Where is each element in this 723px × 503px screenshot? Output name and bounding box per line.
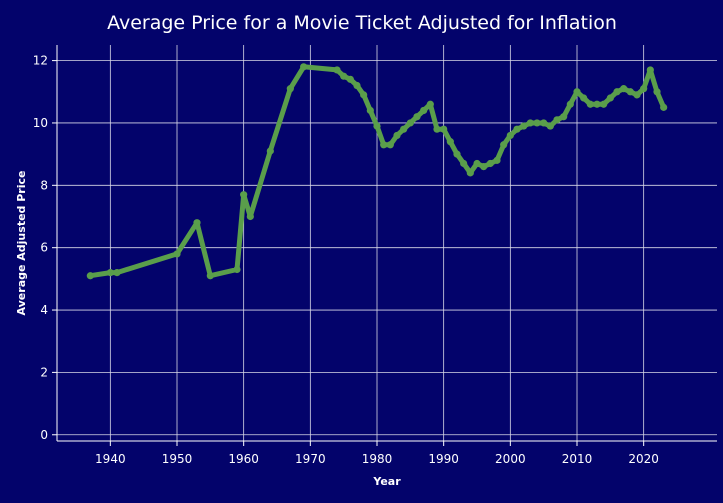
- data-point[interactable]: [533, 119, 541, 127]
- data-point[interactable]: [246, 212, 254, 221]
- data-point[interactable]: [660, 103, 668, 111]
- gridlines: [57, 45, 717, 441]
- data-point[interactable]: [633, 91, 641, 99]
- data-point[interactable]: [373, 122, 381, 130]
- data-point[interactable]: [640, 85, 648, 93]
- data-point[interactable]: [360, 91, 368, 99]
- data-point[interactable]: [493, 156, 501, 164]
- x-tick-label: 1950: [162, 452, 193, 466]
- data-point[interactable]: [113, 269, 121, 277]
- data-point[interactable]: [173, 250, 181, 258]
- data-point[interactable]: [366, 106, 374, 115]
- data-point[interactable]: [393, 131, 401, 140]
- data-point[interactable]: [206, 272, 214, 280]
- data-point[interactable]: [286, 85, 294, 93]
- y-tick-label: 6: [40, 241, 48, 255]
- data-point[interactable]: [506, 131, 514, 140]
- x-tick-label: 1960: [228, 452, 259, 466]
- data-point[interactable]: [500, 141, 508, 149]
- data-point[interactable]: [553, 116, 561, 124]
- data-point[interactable]: [473, 159, 481, 168]
- series-layer: [86, 63, 668, 280]
- data-point[interactable]: [566, 100, 574, 108]
- data-point[interactable]: [420, 106, 428, 115]
- data-point[interactable]: [546, 122, 554, 130]
- x-tick-label: 2020: [628, 452, 659, 466]
- data-point[interactable]: [573, 88, 581, 96]
- data-point[interactable]: [406, 119, 414, 127]
- y-tick-label: 10: [33, 116, 48, 130]
- data-point[interactable]: [466, 169, 474, 177]
- data-point[interactable]: [453, 150, 461, 158]
- y-axis-label: Average Adjusted Price: [15, 171, 28, 316]
- x-axis-ticks: 1940 1950 1960 1970 1980 1990 2000 2010 2020: [95, 441, 659, 466]
- data-point[interactable]: [346, 75, 354, 83]
- data-point[interactable]: [446, 138, 454, 146]
- data-point[interactable]: [646, 66, 654, 74]
- y-tick-label: 4: [40, 303, 48, 317]
- data-point[interactable]: [386, 141, 394, 149]
- data-point[interactable]: [653, 88, 661, 96]
- data-point[interactable]: [460, 159, 468, 168]
- data-point[interactable]: [353, 81, 361, 90]
- data-point[interactable]: [586, 100, 594, 108]
- data-point[interactable]: [400, 125, 408, 133]
- data-point[interactable]: [486, 159, 494, 168]
- data-point[interactable]: [440, 125, 448, 133]
- data-point[interactable]: [540, 119, 548, 127]
- y-tick-label: 0: [40, 428, 48, 442]
- y-tick-label: 2: [40, 365, 48, 379]
- data-point[interactable]: [380, 141, 388, 149]
- x-tick-label: 1980: [362, 452, 393, 466]
- data-point[interactable]: [193, 219, 201, 227]
- data-point[interactable]: [240, 191, 248, 199]
- y-tick-label: 8: [40, 178, 48, 192]
- data-point[interactable]: [340, 72, 348, 80]
- data-point[interactable]: [106, 269, 114, 277]
- data-point[interactable]: [426, 100, 434, 108]
- data-point[interactable]: [266, 147, 274, 155]
- x-tick-label: 1940: [95, 452, 126, 466]
- data-point[interactable]: [613, 88, 621, 96]
- data-point[interactable]: [620, 85, 628, 93]
- data-point[interactable]: [86, 272, 94, 280]
- data-point[interactable]: [333, 66, 341, 74]
- data-point[interactable]: [560, 113, 568, 121]
- data-point[interactable]: [580, 94, 588, 102]
- chart-title: Average Price for a Movie Ticket Adjuste…: [107, 12, 617, 34]
- data-point[interactable]: [520, 122, 528, 130]
- data-point[interactable]: [593, 100, 601, 108]
- data-point[interactable]: [600, 100, 608, 108]
- data-point[interactable]: [233, 265, 241, 274]
- x-tick-label: 2010: [562, 452, 593, 466]
- data-point[interactable]: [433, 125, 441, 133]
- x-tick-label: 1970: [295, 452, 326, 466]
- data-point[interactable]: [513, 125, 521, 133]
- x-tick-label: 2000: [495, 452, 526, 466]
- x-axis-label: Year: [372, 475, 401, 488]
- data-point[interactable]: [300, 63, 308, 71]
- data-point[interactable]: [480, 163, 488, 171]
- y-axis-ticks: 0 2 4 6 8 10 12: [33, 54, 57, 442]
- x-tick-label: 1990: [428, 452, 459, 466]
- y-tick-label: 12: [33, 54, 48, 68]
- data-point[interactable]: [526, 119, 534, 127]
- data-point[interactable]: [626, 88, 634, 96]
- data-point[interactable]: [413, 113, 421, 121]
- data-point[interactable]: [606, 94, 614, 102]
